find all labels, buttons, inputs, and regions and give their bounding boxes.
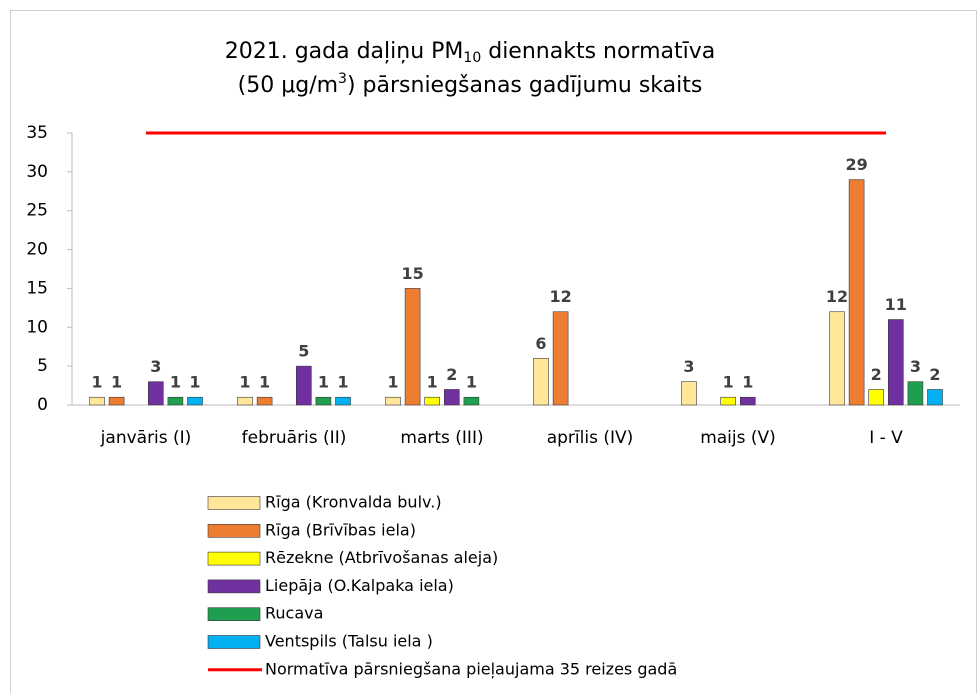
bar: [681, 381, 697, 406]
title-sup: 3: [338, 71, 347, 87]
data-label: 3: [683, 357, 694, 376]
data-label: 2: [446, 365, 457, 384]
y-tick-label: 5: [37, 356, 48, 376]
data-label: 1: [189, 373, 200, 392]
bar: [167, 396, 184, 406]
legend-swatch: [207, 523, 261, 538]
chart-title: 2021. gada daļiņu PM10 diennakts normatī…: [225, 39, 716, 66]
bar: [295, 365, 312, 406]
data-label: 3: [150, 357, 161, 376]
x-tick-label: aprīlis (IV): [547, 428, 634, 448]
data-label: 2: [871, 365, 882, 384]
bar: [739, 396, 756, 406]
data-label: 1: [111, 373, 122, 392]
data-label: 1: [427, 373, 438, 392]
bar: [237, 396, 253, 406]
bar: [907, 381, 924, 406]
bar: [868, 389, 885, 406]
bar: [256, 396, 273, 406]
legend-label: Rēzekne (Atbrīvošanas aleja): [265, 548, 498, 567]
legend-label: Liepāja (O.Kalpaka iela): [265, 576, 454, 595]
y-tick-label: 15: [26, 278, 48, 298]
bar: [443, 389, 460, 406]
legend-swatch: [207, 579, 261, 594]
bar: [720, 396, 737, 406]
bar: [533, 358, 549, 406]
x-tick-label: maijs (V): [700, 428, 776, 448]
bar: [887, 319, 904, 406]
chart-title: (50 μg/m3) pārsniegšanas gadījumu skaits: [238, 71, 703, 98]
bar: [404, 288, 421, 406]
y-tick-label: 20: [26, 240, 48, 260]
y-tick-label: 30: [26, 162, 48, 182]
bar: [148, 381, 164, 406]
data-label: 12: [826, 287, 848, 306]
legend-label: Rīga (Kronvalda bulv.): [265, 493, 442, 512]
bar: [187, 396, 203, 406]
bar: [552, 311, 569, 406]
bar: [463, 396, 480, 406]
legend-swatch: [207, 551, 261, 566]
bar: [424, 396, 441, 406]
data-label: 6: [535, 334, 546, 353]
y-tick-label: 25: [26, 201, 48, 221]
title-part: ) pārsniegšanas gadījumu skaits: [347, 73, 702, 98]
legend-label: Rucava: [265, 604, 323, 623]
legend-swatch: [207, 635, 261, 649]
legend-label: Normatīva pārsniegšana pieļaujama 35 rei…: [265, 659, 677, 678]
title-sub: 10: [463, 50, 481, 66]
data-label: 5: [298, 342, 309, 361]
data-label: 3: [910, 357, 921, 376]
x-tick-label: februāris (II): [242, 428, 347, 448]
data-label: 1: [466, 373, 477, 392]
title-part: diennakts normatīva: [481, 39, 715, 64]
data-label: 1: [239, 373, 250, 392]
data-label: 1: [337, 373, 348, 392]
title-part: (50 μg/m: [238, 73, 338, 98]
data-label: 1: [723, 373, 734, 392]
bar: [108, 396, 125, 406]
data-label: 15: [401, 264, 423, 283]
data-label: 12: [549, 287, 571, 306]
bar: [829, 311, 845, 406]
y-tick-label: 10: [26, 317, 48, 337]
data-label: 1: [91, 373, 102, 392]
x-tick-label: I - V: [869, 428, 903, 448]
data-label: 1: [387, 373, 398, 392]
bar: [848, 179, 865, 406]
legend-label: Rīga (Brīvības iela): [265, 520, 416, 539]
legend-label: Ventspils (Talsu iela ): [265, 632, 433, 651]
bar: [315, 396, 332, 406]
data-label: 1: [259, 373, 270, 392]
legend-swatch: [207, 607, 261, 622]
data-label: 1: [170, 373, 181, 392]
legend-swatch: [207, 496, 261, 510]
bar: [927, 389, 943, 406]
data-label: 11: [885, 295, 907, 314]
chart-frame: [10, 10, 977, 693]
data-label: 1: [318, 373, 329, 392]
x-tick-label: marts (III): [400, 428, 483, 448]
data-label: 2: [929, 365, 940, 384]
data-label: 1: [742, 373, 753, 392]
data-label: 29: [845, 155, 867, 174]
y-tick-label: 35: [26, 123, 48, 143]
x-tick-label: janvāris (I): [100, 428, 192, 448]
y-tick-label: 0: [37, 395, 48, 415]
bar: [385, 396, 401, 406]
title-part: 2021. gada daļiņu PM: [225, 39, 464, 64]
bar: [335, 396, 351, 406]
bar: [89, 396, 105, 406]
